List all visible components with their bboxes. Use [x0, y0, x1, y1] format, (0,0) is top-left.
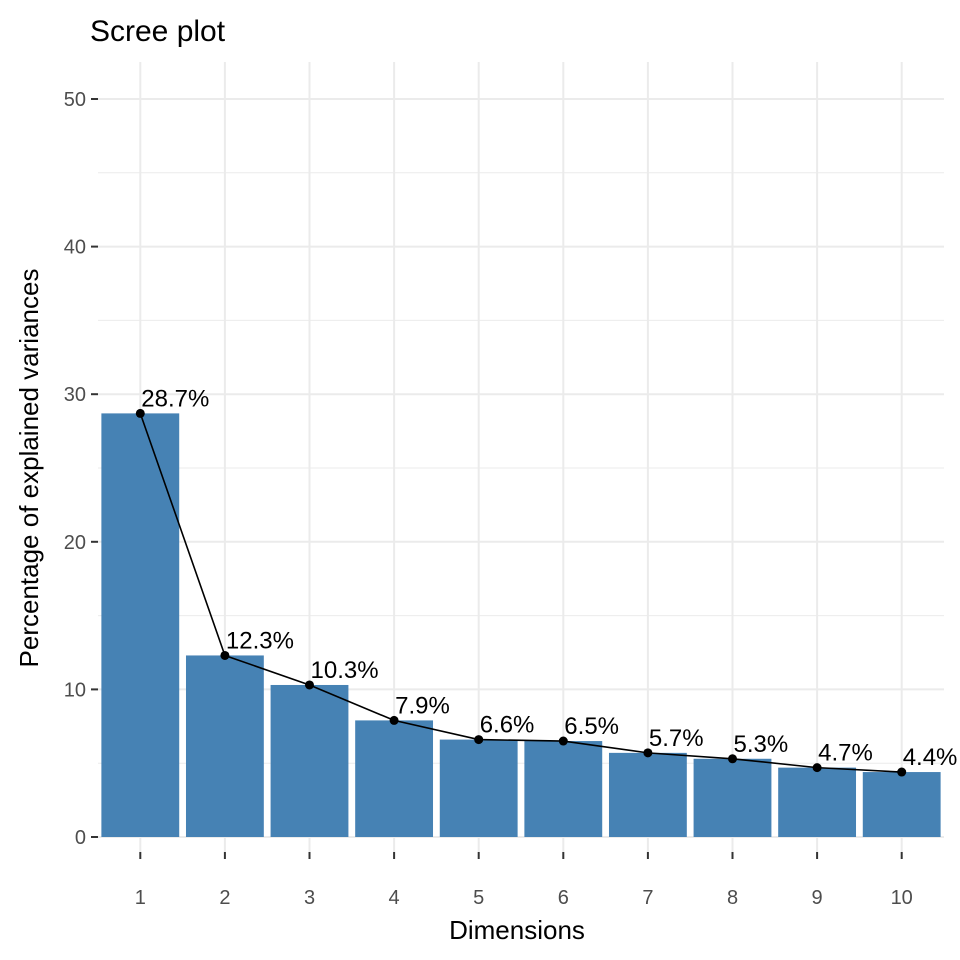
data-point [305, 680, 314, 690]
bar [270, 684, 349, 837]
data-label: 12.3% [226, 627, 294, 654]
chart-title: Scree plot [90, 15, 226, 48]
data-point [220, 650, 230, 660]
bar [693, 758, 772, 837]
x-tick-label: 10 [891, 887, 913, 909]
bar [101, 413, 180, 837]
data-point [812, 763, 822, 773]
data-label: 5.3% [734, 731, 789, 758]
series-line [139, 413, 902, 773]
bar [355, 720, 434, 837]
bar [185, 655, 264, 837]
x-tick-label: 3 [304, 887, 315, 909]
data-point [389, 715, 399, 725]
x-tick-label: 9 [812, 887, 823, 909]
data-point [728, 754, 737, 764]
y-tick-label: 50 [64, 89, 86, 111]
x-axis-title: Dimensions [449, 915, 585, 945]
variance-line [135, 408, 907, 777]
x-tick-label: 1 [135, 887, 146, 909]
data-label: 5.7% [649, 725, 704, 752]
data-point [897, 767, 907, 777]
data-label: 4.4% [903, 744, 958, 771]
y-tick-label: 30 [64, 384, 86, 406]
y-tick-label: 40 [64, 237, 86, 259]
data-point [135, 408, 145, 418]
data-point [558, 736, 568, 746]
y-axis-title: Percentage of explained variances [14, 269, 44, 668]
data-label: 7.9% [395, 692, 450, 719]
bar [608, 752, 687, 837]
y-tick-label: 0 [75, 827, 86, 849]
x-tick-label: 2 [219, 887, 230, 909]
x-tick-label: 7 [642, 887, 653, 909]
x-tick-label: 5 [473, 887, 484, 909]
bar [778, 767, 857, 837]
data-label: 6.6% [480, 712, 535, 739]
axis-ticks: 0 10 20 30 40 50 1 2 3 4 5 6 7 8 9 10 [64, 89, 913, 909]
data-label: 28.7% [141, 385, 209, 412]
bars [101, 413, 941, 837]
x-tick-label: 4 [389, 887, 400, 909]
x-tick-label: 8 [727, 887, 738, 909]
data-label: 4.7% [818, 740, 873, 767]
data-labels: 28.7% 12.3% 10.3% 7.9% 6.6% 6.5% 5.7% 5.3% 4.7% 4… [141, 385, 957, 771]
y-tick-label: 20 [64, 532, 86, 554]
x-tick-label: 6 [558, 887, 569, 909]
data-label: 10.3% [311, 657, 379, 684]
y-tick-label: 10 [64, 679, 86, 701]
data-label: 6.5% [564, 713, 619, 740]
bar [439, 739, 518, 837]
bar [862, 772, 941, 837]
bar [524, 741, 603, 837]
data-point [474, 735, 484, 745]
data-point [643, 748, 653, 758]
